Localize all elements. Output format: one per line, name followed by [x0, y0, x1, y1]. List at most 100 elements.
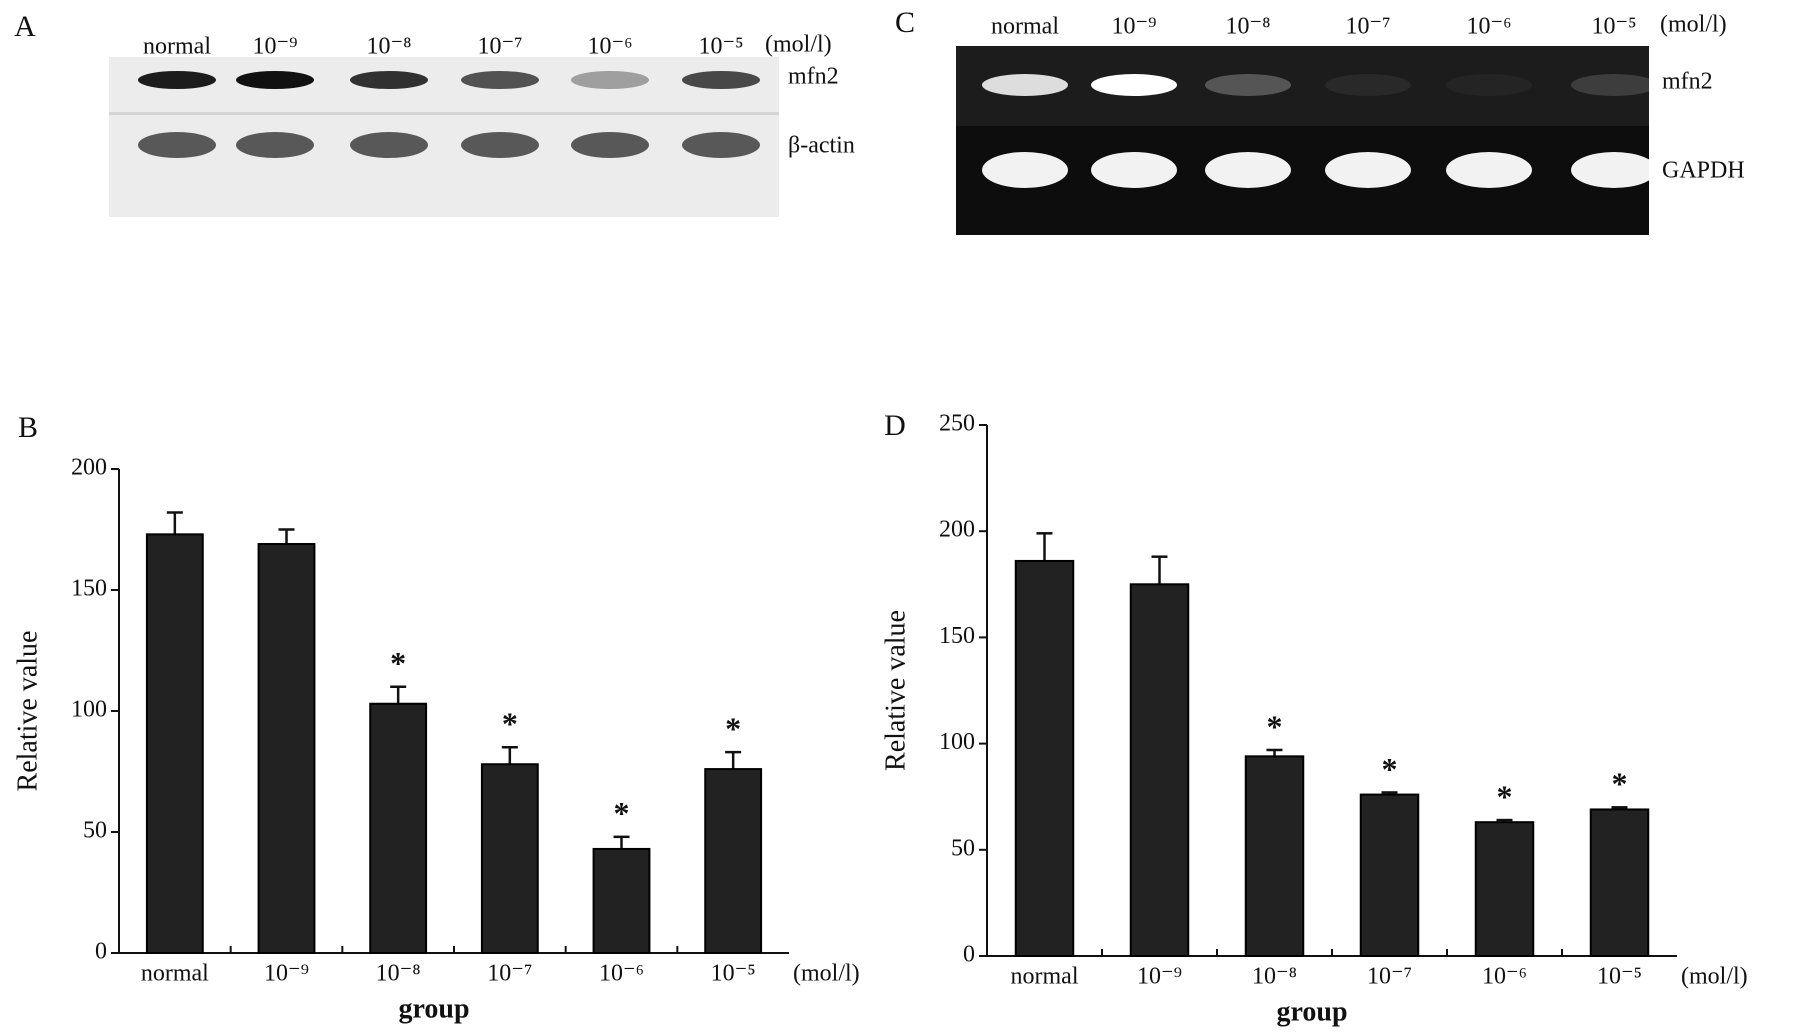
y-tick-label: 0 — [95, 939, 107, 965]
band — [236, 71, 314, 89]
x-tick-label: 10⁻⁷ — [1367, 964, 1412, 990]
y-tick-label: 250 — [939, 411, 975, 437]
row-label: β-actin — [788, 133, 855, 159]
band — [571, 71, 649, 89]
bar — [480, 763, 539, 954]
significance-mark: * — [390, 645, 406, 681]
row-label: mfn2 — [1662, 69, 1713, 95]
x-unit-label: (mol/l) — [793, 961, 860, 987]
band — [1205, 152, 1291, 188]
bar — [145, 533, 204, 955]
band — [982, 74, 1068, 96]
significance-mark: * — [1612, 766, 1628, 802]
x-axis-label: group — [398, 993, 469, 1024]
lane-label: 10⁻⁹ — [252, 34, 297, 60]
band — [1205, 74, 1291, 96]
bar — [1474, 821, 1535, 957]
y-tick-label: 150 — [71, 576, 107, 602]
significance-mark: * — [1382, 751, 1398, 787]
blot-a-background — [109, 57, 779, 217]
significance-mark: * — [502, 706, 518, 742]
bar — [704, 768, 763, 955]
bar — [1014, 559, 1075, 957]
band — [1325, 74, 1411, 96]
bar — [257, 543, 316, 955]
lane-label: 10⁻⁸ — [366, 34, 411, 60]
band — [236, 132, 314, 158]
x-tick-label: normal — [141, 961, 209, 987]
y-tick-label: 100 — [939, 729, 975, 755]
bar — [369, 702, 428, 954]
band — [982, 152, 1068, 188]
band — [682, 132, 760, 158]
bar — [1244, 755, 1305, 957]
x-tick-label: 10⁻⁷ — [487, 961, 532, 987]
band — [461, 71, 539, 89]
lane-label: 10⁻⁵ — [698, 34, 743, 60]
panel-letter: A — [14, 10, 36, 43]
band — [1571, 152, 1657, 188]
x-tick-label: 10⁻⁶ — [1482, 964, 1527, 990]
unit-label: (mol/l) — [765, 32, 832, 58]
band — [1091, 74, 1177, 96]
panel-letter: C — [895, 6, 915, 39]
x-tick-label: 10⁻⁸ — [1252, 964, 1297, 990]
x-tick-label: 10⁻⁶ — [599, 961, 644, 987]
row-label: mfn2 — [788, 64, 839, 90]
band — [350, 71, 428, 89]
significance-mark: * — [614, 795, 630, 831]
significance-mark: * — [1497, 778, 1513, 814]
lane-label: normal — [143, 34, 211, 60]
band — [1571, 74, 1657, 96]
band — [138, 132, 216, 158]
lane-label: 10⁻⁸ — [1225, 14, 1270, 40]
blot-c-background-bottom — [956, 126, 1649, 235]
x-tick-label: 10⁻⁵ — [711, 961, 756, 987]
x-tick-label: normal — [1011, 964, 1079, 990]
band — [350, 132, 428, 158]
y-tick-label: 200 — [939, 517, 975, 543]
bar — [592, 847, 651, 954]
y-tick-label: 150 — [939, 623, 975, 649]
band — [1325, 152, 1411, 188]
lane-label: 10⁻⁶ — [587, 34, 632, 60]
x-tick-label: 10⁻⁹ — [264, 961, 309, 987]
band — [461, 132, 539, 158]
band — [138, 71, 216, 89]
y-axis-label: Relative value — [12, 631, 43, 792]
lane-label: 10⁻⁷ — [477, 34, 522, 60]
significance-mark: * — [725, 710, 741, 746]
y-tick-label: 50 — [83, 818, 107, 844]
y-tick-label: 50 — [951, 835, 975, 861]
blot-a-separator — [109, 112, 779, 115]
blot-c-background-top — [956, 46, 1649, 126]
y-tick-label: 200 — [71, 455, 107, 481]
x-tick-label: 10⁻⁹ — [1137, 964, 1182, 990]
lane-label: 10⁻⁹ — [1111, 14, 1156, 40]
panel-letter: B — [18, 411, 38, 444]
band — [682, 71, 760, 89]
x-tick-label: 10⁻⁵ — [1597, 964, 1642, 990]
x-axis-label: group — [1276, 996, 1347, 1027]
significance-mark: * — [1267, 708, 1283, 744]
y-tick-label: 0 — [963, 942, 975, 968]
lane-label: 10⁻⁵ — [1591, 14, 1636, 40]
band — [571, 132, 649, 158]
lane-label: normal — [991, 14, 1059, 40]
row-label: GAPDH — [1662, 158, 1745, 184]
x-unit-label: (mol/l) — [1681, 964, 1748, 990]
bar — [1359, 793, 1420, 957]
lane-label: 10⁻⁷ — [1345, 14, 1390, 40]
bar — [1129, 583, 1190, 957]
x-tick-label: 10⁻⁸ — [376, 961, 421, 987]
y-tick-label: 100 — [71, 697, 107, 723]
band — [1446, 152, 1532, 188]
unit-label: (mol/l) — [1660, 12, 1727, 38]
lane-label: 10⁻⁶ — [1466, 14, 1511, 40]
y-axis-label: Relative value — [880, 610, 911, 771]
panel-letter: D — [884, 409, 906, 442]
band — [1091, 152, 1177, 188]
bar — [1589, 808, 1650, 957]
band — [1446, 74, 1532, 96]
